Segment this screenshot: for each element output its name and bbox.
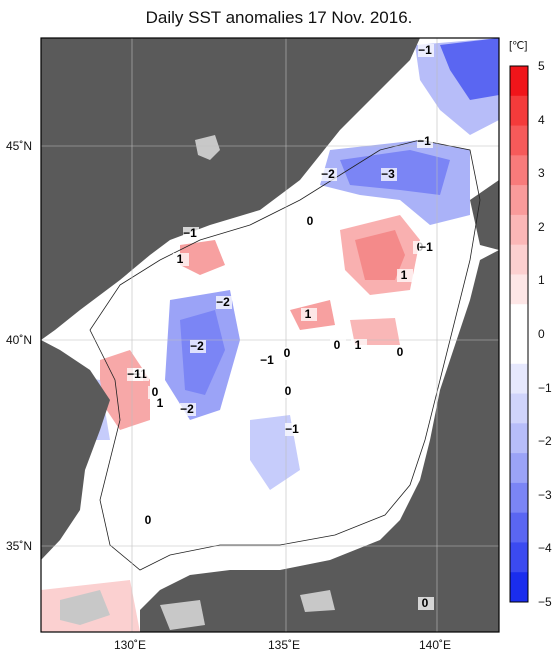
contour-label: 0 bbox=[145, 513, 152, 527]
contour-label-bg bbox=[260, 354, 276, 367]
contour-label-bg bbox=[173, 253, 189, 266]
colorbar-tick-label: 5 bbox=[538, 59, 545, 73]
contour-label-bg bbox=[141, 514, 157, 527]
colorbar-tick-label: −1 bbox=[538, 380, 552, 395]
contour-label-bg bbox=[127, 368, 143, 381]
contour-label-bg bbox=[180, 403, 196, 416]
colorbar-tick-label: −5 bbox=[538, 595, 552, 609]
contour-label: 0 bbox=[397, 345, 404, 359]
contour-label-bg bbox=[418, 597, 434, 610]
colorbar-segment bbox=[510, 572, 528, 603]
contour-label-bg bbox=[281, 385, 297, 398]
land-areas bbox=[41, 38, 499, 632]
colorbar-segment bbox=[510, 274, 528, 305]
contour-label: 0 bbox=[152, 385, 159, 399]
colorbar-segment bbox=[510, 423, 528, 454]
contour-label: −1 bbox=[285, 422, 299, 436]
colorbar-segment bbox=[510, 125, 528, 156]
contour-label: 0 bbox=[285, 384, 292, 398]
colorbar-tick-label: 2 bbox=[538, 219, 545, 234]
contour-label: 1 bbox=[305, 307, 312, 321]
colorbar-segment bbox=[510, 453, 528, 484]
contour-label-bg bbox=[381, 168, 397, 181]
contour-labels: −1−1−2−30−110−11−21−20100−10−1−101−20−10… bbox=[127, 43, 435, 610]
contour-label: −1 bbox=[183, 226, 197, 240]
contour-label-bg bbox=[148, 386, 164, 399]
colorbar-segment bbox=[510, 66, 528, 97]
colorbar-segment bbox=[510, 542, 528, 573]
contour-label: 0 bbox=[334, 338, 341, 352]
contour-label: −1 bbox=[419, 240, 433, 254]
contour-label-bg bbox=[303, 215, 319, 228]
colorbar-tick-label: 3 bbox=[538, 166, 545, 181]
contour-label: −3 bbox=[381, 167, 395, 181]
colorbar-unit: [℃] bbox=[509, 40, 528, 52]
contour-label-bg bbox=[351, 339, 367, 352]
colorbar-tick-label: 1 bbox=[538, 273, 545, 288]
colorbar-tick-label: −4 bbox=[538, 541, 552, 556]
colorbar-tick-label: 4 bbox=[538, 112, 545, 127]
colorbar-segment bbox=[510, 482, 528, 514]
contour-label-bg bbox=[417, 135, 433, 148]
contour-label-bg bbox=[418, 44, 434, 57]
contour-label-bg bbox=[419, 241, 435, 254]
colorbar-segment bbox=[510, 95, 528, 127]
colorbar-segment bbox=[510, 304, 528, 335]
contour-label-bg bbox=[330, 339, 346, 352]
colorbar-tick-label: −2 bbox=[538, 434, 552, 449]
lon-label-130: 130˚E bbox=[114, 638, 147, 652]
contour-label: 1 bbox=[177, 252, 184, 266]
contour-label: −2 bbox=[190, 339, 204, 353]
map-title: Daily SST anomalies 17 Nov. 2016. bbox=[145, 8, 413, 27]
colorbar-segment bbox=[510, 393, 528, 424]
contour-label: −1 bbox=[127, 367, 141, 381]
colorbar-segment bbox=[510, 363, 528, 395]
contour-label-bg bbox=[397, 269, 413, 282]
contour-label: 0 bbox=[284, 346, 291, 360]
contour-label: −2 bbox=[216, 295, 230, 309]
sea-interior bbox=[89, 139, 481, 571]
lat-label-40: 40˚N bbox=[6, 333, 33, 347]
lon-label-140: 140˚E bbox=[419, 638, 452, 652]
contour-label-bg bbox=[321, 168, 337, 181]
contour-label-bg bbox=[301, 308, 317, 321]
lon-label-135: 135˚E bbox=[268, 638, 301, 652]
contour-label: −1 bbox=[418, 43, 432, 57]
colorbar-segment bbox=[510, 334, 528, 365]
contour-label: 1 bbox=[401, 268, 408, 282]
colorbar bbox=[509, 65, 529, 603]
colorbar-segment bbox=[510, 155, 528, 186]
contour-label-bg bbox=[216, 296, 232, 309]
contour-label-bg bbox=[183, 227, 199, 240]
contour-label: −2 bbox=[180, 402, 194, 416]
contour-label: 1 bbox=[355, 338, 362, 352]
colorbar-segment bbox=[510, 512, 528, 543]
contour-label: −1 bbox=[260, 353, 274, 367]
contour-label-bg bbox=[153, 397, 169, 410]
colorbar-segment bbox=[510, 244, 528, 275]
contour-label: 1 bbox=[157, 396, 164, 410]
contour-label: 0 bbox=[307, 214, 314, 228]
contour-label-bg bbox=[190, 340, 206, 353]
contour-label-bg bbox=[393, 346, 409, 359]
contour-label: 0 bbox=[422, 596, 429, 610]
contour-label: −1 bbox=[417, 134, 431, 148]
map-frame bbox=[40, 37, 500, 633]
contour-label: −2 bbox=[321, 167, 335, 181]
colorbar-tick-label: −3 bbox=[538, 487, 552, 502]
colorbar-segment bbox=[510, 185, 528, 216]
lat-label-35: 35˚N bbox=[6, 539, 33, 553]
colorbar-segment bbox=[510, 214, 528, 246]
contour-label-bg bbox=[280, 347, 296, 360]
colorbar-frame bbox=[509, 65, 529, 603]
lat-label-45: 45˚N bbox=[6, 139, 33, 153]
colorbar-tick-label: 0 bbox=[538, 327, 545, 341]
contour-label-bg bbox=[285, 423, 301, 436]
